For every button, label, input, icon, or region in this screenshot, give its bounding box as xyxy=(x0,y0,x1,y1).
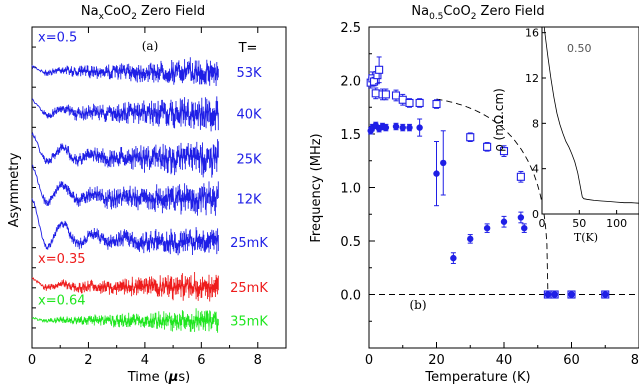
data-point-filled-circle xyxy=(392,123,400,130)
asymmetry-trace xyxy=(31,272,219,302)
temperature-label: 35mK xyxy=(230,315,268,330)
y-tick-label: 1.5 xyxy=(340,128,361,143)
panel-a-ylabel: Asymmetry xyxy=(7,152,22,227)
x-tick-label: 8 xyxy=(254,353,262,368)
panel-a-series-labels: 53K 40K 25K 12K 25mK 25mK 35mK x=0.5 x=0.35 x=0.6… xyxy=(38,30,268,329)
x-tick-label: 0 xyxy=(28,353,36,368)
x-tick-label: 2 xyxy=(84,353,92,368)
inset-x-tick-label: 100 xyxy=(606,217,627,230)
asymmetry-trace xyxy=(31,132,219,178)
data-point-open-square xyxy=(415,98,424,108)
composition-label: x=0.5 xyxy=(38,30,77,45)
data-point-filled-circle xyxy=(568,291,575,298)
x-tick-label: 80 xyxy=(631,353,639,368)
data-point-filled-circle xyxy=(483,224,491,232)
panel-a-title: NaxCoO2 Zero Field xyxy=(81,4,205,22)
inset-label: 0.50 xyxy=(567,42,592,55)
x-tick-label: 6 xyxy=(197,353,205,368)
inset: ρ (mΩ.cm) T(K) 0.50 0 50 100 0 4 8 12 16 xyxy=(492,26,639,244)
panel-b-xlabel: Temperature (K) xyxy=(424,370,530,385)
temperature-label: 53K xyxy=(236,66,262,81)
y-tick-label: 0.5 xyxy=(340,235,361,250)
data-point-filled-circle xyxy=(602,291,609,298)
asymmetry-trace xyxy=(31,57,219,86)
data-point-filled-circle xyxy=(467,235,474,243)
panel-b: Na0.5CoO2 Zero Field Frequency (MHz) Tem… xyxy=(309,4,639,385)
x-tick-label: 60 xyxy=(563,353,580,368)
inset-y-tick-label: 8 xyxy=(532,117,539,130)
temperature-label: 25mK xyxy=(230,281,268,296)
panel-b-ylabel: Frequency (MHz) xyxy=(309,133,324,242)
composition-label: x=0.64 xyxy=(38,294,86,309)
inset-y-tick-label: 16 xyxy=(525,27,539,40)
data-point-filled-circle xyxy=(399,124,406,131)
panel-a: NaxCoO2 Zero Field (a) T= Asymmetry Time… xyxy=(7,4,287,385)
panel-b-title: Na0.5CoO2 Zero Field xyxy=(411,4,544,22)
inset-resistivity-curve xyxy=(543,26,639,204)
inset-frame xyxy=(541,26,639,215)
data-point-filled-circle xyxy=(544,291,552,298)
inset-y-tick-label: 0 xyxy=(532,208,539,221)
asymmetry-trace xyxy=(31,164,219,216)
composition-label: x=0.35 xyxy=(38,252,86,267)
x-tick-label: 40 xyxy=(496,353,513,368)
inset-ylabel: ρ (mΩ.cm) xyxy=(492,88,506,152)
data-point-filled-circle xyxy=(517,214,525,221)
panel-a-ticks: 0 2 4 6 8 xyxy=(28,27,262,368)
x-tick-label: 4 xyxy=(141,353,149,368)
y-tick-label: 2.0 xyxy=(340,75,361,90)
data-point-open-square xyxy=(432,99,441,109)
data-point-open-square xyxy=(466,133,475,142)
data-point-filled-circle xyxy=(382,124,390,131)
panel-a-xlabel: Time (μs) xyxy=(127,370,190,385)
panel-b-guide xyxy=(369,98,639,295)
panel-a-label: (a) xyxy=(142,39,159,53)
data-point-filled-circle xyxy=(450,254,457,262)
y-tick-label: 0.0 xyxy=(340,289,361,304)
temperature-label: 40K xyxy=(236,108,262,123)
panel-a-series xyxy=(31,57,219,333)
data-point-open-square xyxy=(483,142,492,151)
temperature-label: 25K xyxy=(236,153,262,168)
inset-y-tick-label: 4 xyxy=(532,163,539,176)
inset-y-tick-label: 12 xyxy=(525,72,539,85)
data-point-open-square xyxy=(381,90,390,99)
data-point-open-square xyxy=(398,95,407,104)
asymmetry-trace xyxy=(31,198,219,256)
inset-xlabel: T(K) xyxy=(574,231,598,244)
x-tick-label: 20 xyxy=(428,353,445,368)
data-point-open-square xyxy=(391,91,401,100)
data-point-open-square xyxy=(516,172,525,181)
panel-b-series xyxy=(366,56,610,299)
data-point-open-square xyxy=(499,147,509,156)
asymmetry-trace xyxy=(31,308,219,333)
y-tick-label: 1.0 xyxy=(340,182,361,197)
temperature-label: 12K xyxy=(236,193,262,208)
panel-b-label: (b) xyxy=(409,298,426,312)
data-point-open-square xyxy=(375,65,384,74)
data-point-filled-circle xyxy=(406,124,413,131)
y-tick-label: 2.5 xyxy=(340,21,361,36)
data-point-filled-circle xyxy=(521,224,528,232)
data-point-filled-circle xyxy=(551,291,558,298)
panel-a-temp-header: T= xyxy=(238,41,258,56)
data-point-filled-circle xyxy=(440,159,447,167)
data-point-open-square xyxy=(371,89,380,98)
temperature-label: 25mK xyxy=(230,236,268,251)
inset-x-tick-label: 0 xyxy=(539,217,546,230)
data-point-filled-circle xyxy=(500,218,508,225)
data-point-open-square xyxy=(405,98,414,108)
inset-ticks: 0 50 100 0 4 8 12 16 xyxy=(525,27,627,230)
data-point-filled-circle xyxy=(433,170,440,177)
inset-x-tick-label: 50 xyxy=(572,217,586,230)
x-tick-label: 0 xyxy=(365,353,373,368)
data-point-filled-circle xyxy=(416,124,423,131)
asymmetry-trace xyxy=(32,96,219,132)
